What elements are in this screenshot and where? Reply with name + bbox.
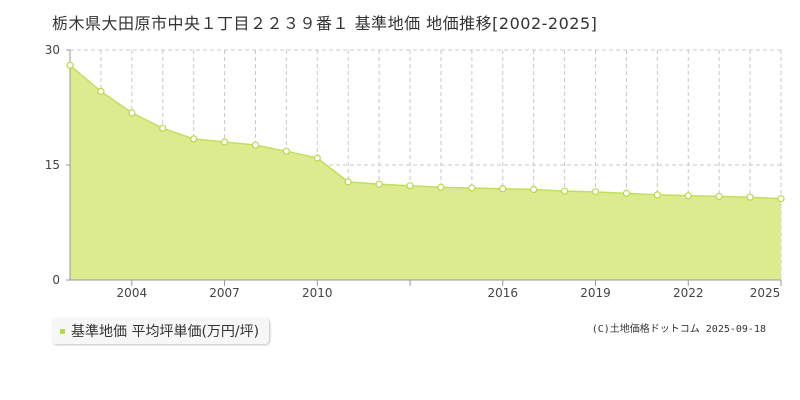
y-tick-label: 0 <box>52 273 60 287</box>
data-point <box>159 124 167 132</box>
y-tick-label: 15 <box>45 158 60 172</box>
data-point <box>715 192 723 201</box>
data-point <box>468 184 476 192</box>
data-point <box>561 187 569 195</box>
data-point <box>777 195 785 203</box>
x-tick-label: 2004 <box>117 286 148 300</box>
data-point <box>437 183 445 191</box>
x-tick-label: 2025 <box>750 286 781 300</box>
data-point <box>406 182 414 190</box>
data-point <box>313 154 321 162</box>
data-point <box>282 147 290 155</box>
data-point <box>499 185 507 193</box>
x-tick-label: 2019 <box>580 286 611 300</box>
data-point <box>591 188 600 196</box>
y-tick-label: 30 <box>45 43 60 57</box>
data-point <box>746 193 754 201</box>
data-point <box>190 135 198 143</box>
series-line <box>69 64 782 200</box>
data-point <box>653 191 661 199</box>
data-point <box>97 87 105 96</box>
data-point <box>344 178 352 186</box>
data-point <box>220 138 229 146</box>
series-area <box>70 65 781 280</box>
data-point <box>684 192 692 200</box>
data-point <box>66 61 74 69</box>
data-point <box>251 141 260 149</box>
chart-title: 栃木県大田原市中央１丁目２２３９番１ 基準地価 地価推移[2002-2025] <box>52 14 598 33</box>
data-point <box>530 185 538 194</box>
legend-label: 基準地価 平均坪単価(万円/坪) <box>71 324 260 340</box>
copyright-credit: (C)土地価格ドットコム 2025-09-18 <box>591 324 766 335</box>
data-point <box>128 109 136 117</box>
data-point <box>622 189 631 197</box>
x-tick-label: 2010 <box>302 286 333 300</box>
x-tick-label: 2016 <box>488 286 519 300</box>
data-point <box>375 180 383 188</box>
legend-marker-icon <box>60 328 65 334</box>
x-tick-label: 2007 <box>209 286 240 300</box>
legend: 基準地価 平均坪単価(万円/坪) <box>52 318 270 344</box>
x-tick-label: 2022 <box>673 286 704 300</box>
